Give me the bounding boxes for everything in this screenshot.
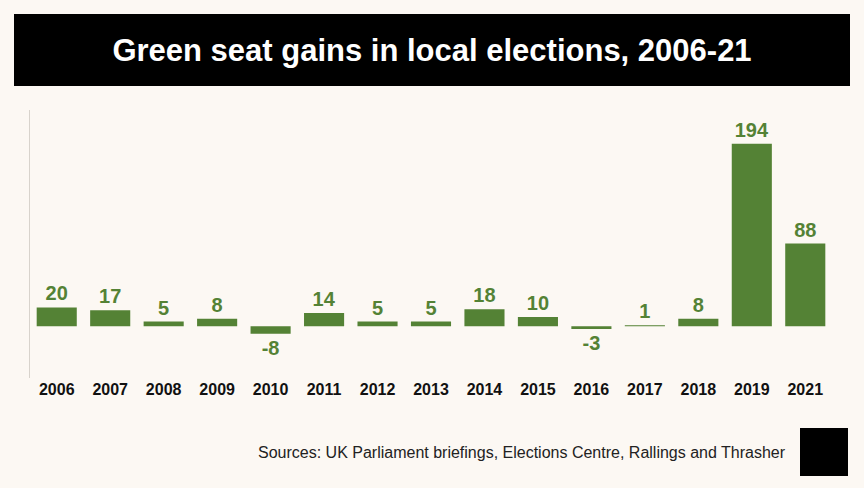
- svg-text:2012: 2012: [360, 381, 396, 398]
- svg-text:2018: 2018: [681, 381, 717, 398]
- svg-text:2009: 2009: [199, 381, 235, 398]
- svg-text:5: 5: [158, 297, 169, 319]
- svg-text:2019: 2019: [734, 381, 770, 398]
- svg-text:8: 8: [693, 294, 704, 316]
- svg-text:2021: 2021: [787, 381, 823, 398]
- svg-text:5: 5: [372, 297, 383, 319]
- svg-text:2014: 2014: [467, 381, 503, 398]
- svg-text:18: 18: [473, 284, 495, 306]
- svg-text:194: 194: [735, 119, 769, 141]
- svg-text:Green seat gains in local elec: Green seat gains in local elections, 200…: [112, 33, 751, 68]
- svg-text:2017: 2017: [627, 381, 663, 398]
- svg-text:2015: 2015: [520, 381, 556, 398]
- svg-text:5: 5: [425, 297, 436, 319]
- svg-text:20: 20: [46, 282, 68, 304]
- svg-text:2010: 2010: [253, 381, 289, 398]
- svg-text:2007: 2007: [92, 381, 128, 398]
- svg-text:2006: 2006: [39, 381, 75, 398]
- svg-text:2008: 2008: [146, 381, 182, 398]
- svg-text:10: 10: [527, 292, 549, 314]
- svg-text:-3: -3: [583, 332, 601, 354]
- svg-text:-8: -8: [262, 337, 280, 359]
- svg-text:2013: 2013: [413, 381, 449, 398]
- svg-text:2011: 2011: [307, 381, 342, 398]
- svg-text:88: 88: [794, 219, 816, 241]
- svg-text:Sources: UK Parliament briefin: Sources: UK Parliament briefings, Electi…: [258, 444, 786, 461]
- svg-text:17: 17: [99, 285, 121, 307]
- svg-text:1: 1: [639, 300, 650, 322]
- svg-text:8: 8: [212, 294, 223, 316]
- svg-text:2016: 2016: [574, 381, 610, 398]
- svg-text:14: 14: [313, 288, 336, 310]
